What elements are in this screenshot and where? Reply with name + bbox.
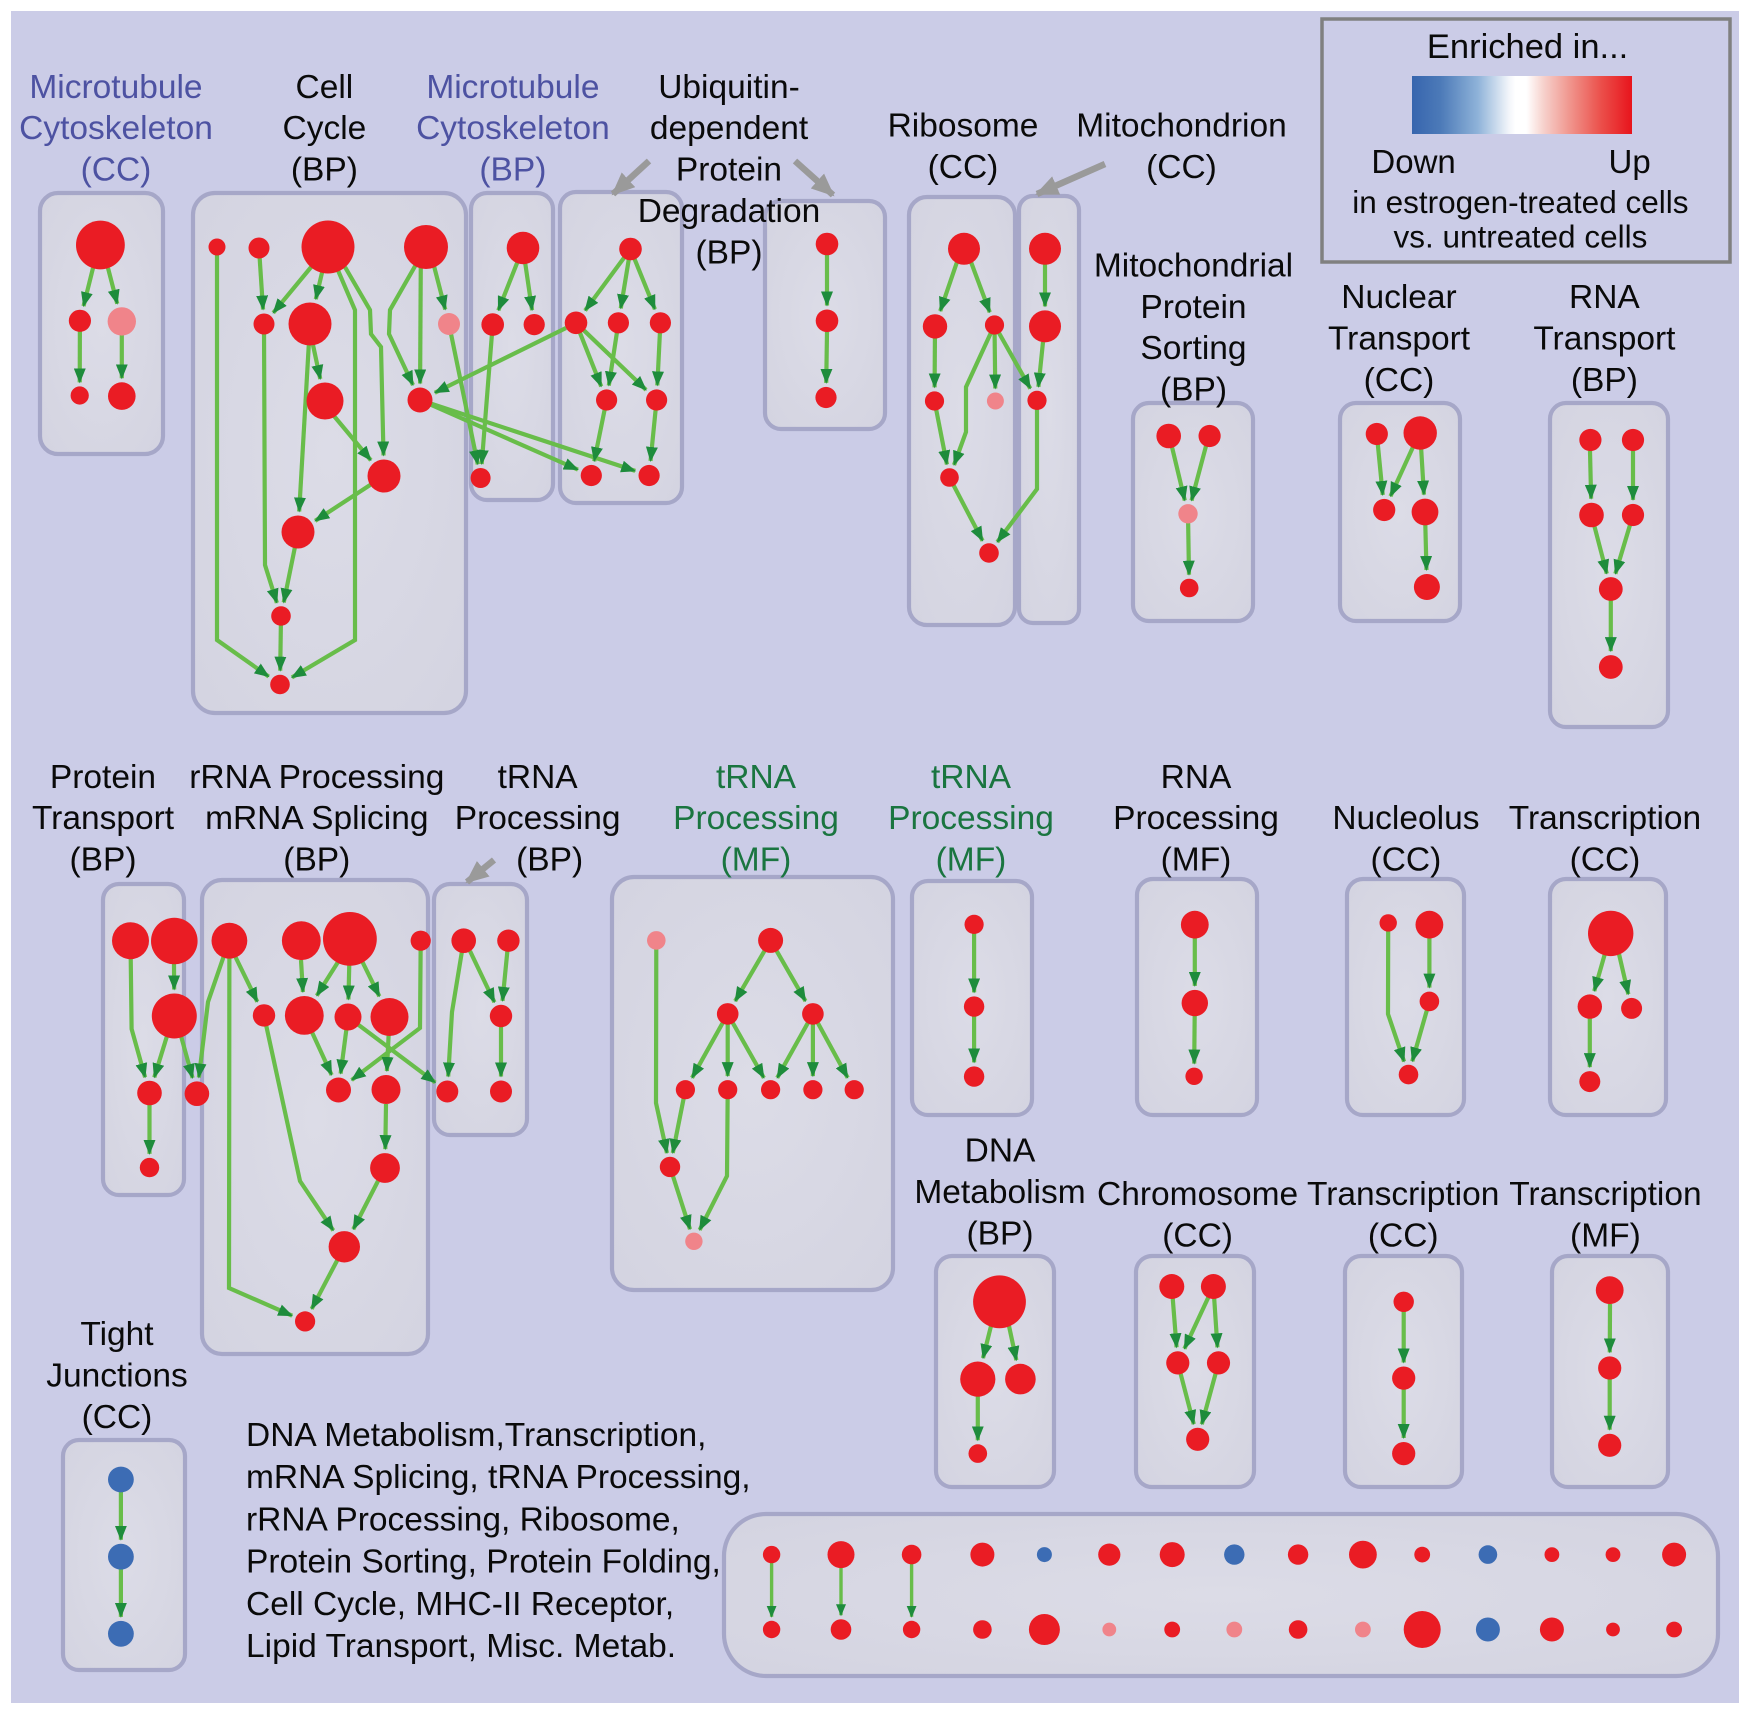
svg-text:Lipid Transport, Misc. Metab.: Lipid Transport, Misc. Metab.	[246, 1628, 676, 1665]
svg-text:Microtubule: Microtubule	[426, 69, 599, 106]
svg-text:Chromosome: Chromosome	[1097, 1176, 1298, 1213]
svg-text:Protein: Protein	[676, 152, 782, 189]
svg-text:Protein Sorting, Protein Foldi: Protein Sorting, Protein Folding,	[246, 1544, 721, 1581]
svg-text:RNA: RNA	[1569, 279, 1640, 316]
svg-text:(MF): (MF)	[1161, 842, 1232, 879]
svg-text:DNA: DNA	[965, 1133, 1036, 1170]
svg-text:Degradation: Degradation	[638, 193, 821, 230]
svg-text:Tight: Tight	[80, 1316, 154, 1353]
svg-text:rRNA Processing, Ribosome,: rRNA Processing, Ribosome,	[246, 1501, 680, 1538]
svg-text:tRNA: tRNA	[716, 759, 797, 796]
svg-text:Cytoskeleton: Cytoskeleton	[19, 110, 213, 147]
svg-text:Down: Down	[1371, 143, 1455, 180]
svg-text:Transport: Transport	[1533, 320, 1676, 357]
svg-text:rRNA Processing: rRNA Processing	[189, 759, 444, 796]
svg-text:DNA Metabolism,Transcription,: DNA Metabolism,Transcription,	[246, 1417, 706, 1454]
svg-text:RNA: RNA	[1161, 759, 1232, 796]
svg-text:Cell Cycle, MHC-II Receptor,: Cell Cycle, MHC-II Receptor,	[246, 1586, 674, 1623]
svg-text:(BP): (BP)	[516, 842, 583, 879]
svg-text:(CC): (CC)	[1368, 1217, 1439, 1254]
svg-text:Cytoskeleton: Cytoskeleton	[416, 110, 610, 147]
svg-text:(CC): (CC)	[82, 1399, 153, 1436]
svg-text:Protein: Protein	[1140, 289, 1246, 326]
svg-text:Ribosome: Ribosome	[888, 108, 1039, 145]
svg-text:(BP): (BP)	[1571, 362, 1638, 399]
svg-text:Metabolism: Metabolism	[914, 1174, 1085, 1211]
svg-text:Mitochondrion: Mitochondrion	[1076, 108, 1286, 145]
svg-text:(MF): (MF)	[721, 842, 792, 879]
svg-text:Cycle: Cycle	[283, 110, 367, 147]
svg-text:(CC): (CC)	[1371, 842, 1442, 879]
svg-text:(CC): (CC)	[1570, 842, 1641, 879]
svg-text:Junctions: Junctions	[46, 1357, 188, 1394]
svg-text:Up: Up	[1609, 143, 1651, 180]
svg-text:Nuclear: Nuclear	[1341, 279, 1456, 316]
svg-text:Transcription: Transcription	[1307, 1176, 1499, 1213]
svg-text:Sorting: Sorting	[1140, 330, 1246, 367]
svg-text:(CC): (CC)	[81, 152, 152, 189]
svg-text:Enriched in...: Enriched in...	[1427, 28, 1628, 66]
svg-text:(CC): (CC)	[1364, 362, 1435, 399]
svg-text:vs. untreated cells: vs. untreated cells	[1393, 219, 1647, 255]
svg-text:(BP): (BP)	[696, 234, 763, 271]
svg-text:mRNA Splicing, tRNA Processing: mRNA Splicing, tRNA Processing,	[246, 1459, 751, 1496]
svg-text:Ubiquitin-: Ubiquitin-	[658, 69, 800, 106]
svg-text:(BP): (BP)	[70, 842, 137, 879]
svg-text:Processing: Processing	[888, 800, 1054, 837]
svg-text:Nucleolus: Nucleolus	[1332, 800, 1479, 837]
svg-text:Cell: Cell	[296, 69, 354, 106]
svg-text:(CC): (CC)	[1162, 1217, 1233, 1254]
svg-text:Transport: Transport	[32, 800, 175, 837]
svg-text:in estrogen-treated cells: in estrogen-treated cells	[1352, 184, 1688, 220]
svg-text:(BP): (BP)	[967, 1215, 1034, 1252]
svg-text:Processing: Processing	[673, 800, 839, 837]
svg-text:Mitochondrial: Mitochondrial	[1094, 247, 1293, 284]
svg-text:Transcription: Transcription	[1509, 800, 1701, 837]
svg-text:(MF): (MF)	[936, 842, 1007, 879]
svg-text:Transport: Transport	[1328, 320, 1471, 357]
svg-text:dependent: dependent	[650, 110, 809, 147]
svg-text:Microtubule: Microtubule	[29, 69, 202, 106]
svg-text:mRNA Splicing: mRNA Splicing	[205, 800, 428, 837]
svg-text:Processing: Processing	[1113, 800, 1279, 837]
svg-text:(BP): (BP)	[291, 152, 358, 189]
svg-text:Transcription: Transcription	[1509, 1176, 1701, 1213]
svg-text:(BP): (BP)	[1160, 372, 1227, 409]
svg-text:tRNA: tRNA	[931, 759, 1012, 796]
svg-text:(BP): (BP)	[283, 842, 350, 879]
svg-text:tRNA: tRNA	[498, 759, 579, 796]
svg-text:(BP): (BP)	[479, 152, 546, 189]
svg-text:(CC): (CC)	[928, 149, 999, 186]
svg-text:(MF): (MF)	[1570, 1217, 1641, 1254]
svg-text:Processing: Processing	[455, 800, 621, 837]
svg-text:(CC): (CC)	[1146, 149, 1217, 186]
svg-text:Protein: Protein	[50, 759, 156, 796]
